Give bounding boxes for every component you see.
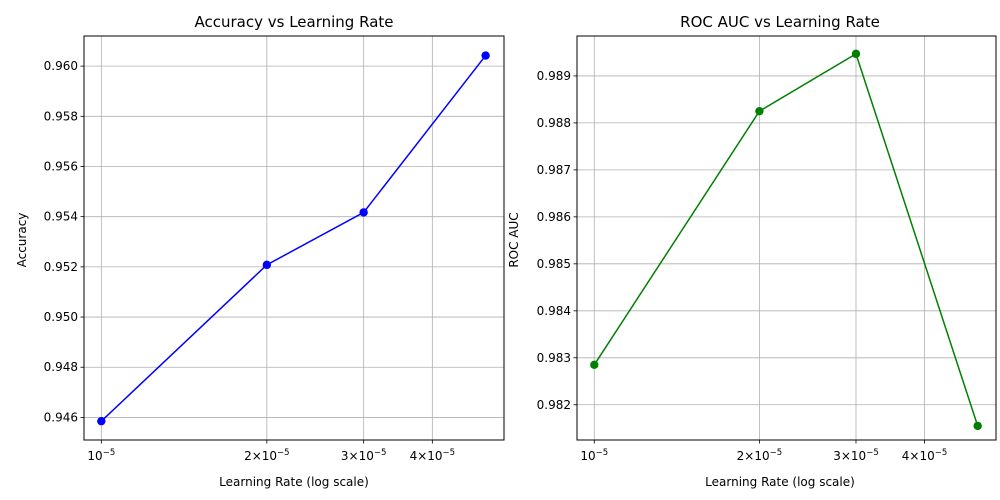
y-tick-label: 0.946 [44,410,78,424]
plot-area [80,36,504,444]
y-tick-label: 0.988 [537,116,571,130]
y-tick-label: 0.950 [44,310,78,324]
y-tick-label: 0.952 [44,260,78,274]
x-tick-label: 2×10−5 [737,448,783,463]
y-tick-label: 0.948 [44,360,78,374]
x-tick-label: 4×10−5 [410,448,456,463]
data-point [262,260,272,270]
y-tick-label: 0.986 [537,210,571,224]
roc-auc-chart: ROC AUC vs Learning Rate Learning Rate (… [507,13,997,489]
x-axis-label: Learning Rate (log scale) [705,475,855,489]
axes-frame [83,35,505,441]
x-tick-label: 10−5 [87,448,115,463]
series-line [593,52,979,427]
chart-title: Accuracy vs Learning Rate [195,13,394,31]
data-point [97,416,106,426]
y-axis-label: ROC AUC [507,212,521,267]
series-line [100,55,487,422]
x-tick-label: 2×10−5 [244,448,290,463]
x-tick-label: 10−5 [580,448,608,463]
y-tick-label: 0.954 [44,210,78,224]
y-tick-label: 0.984 [537,304,571,318]
y-tick-label: 0.960 [44,59,78,73]
data-point [590,360,599,370]
y-tick-label: 0.985 [537,257,571,271]
plot-area [573,36,996,444]
y-tick-label: 0.989 [537,69,571,83]
y-tick-label: 0.983 [537,351,571,365]
y-axis-label: Accuracy [15,213,29,268]
data-point [481,51,490,60]
y-tick-label: 0.987 [537,163,571,177]
x-tick-label: 3×10−5 [341,448,387,463]
x-axis-label: Learning Rate (log scale) [219,475,369,489]
data-point [851,49,861,59]
chart-title: ROC AUC vs Learning Rate [680,13,880,31]
accuracy-chart: Accuracy vs Learning Rate Learning Rate … [15,13,505,489]
axes-frame [576,35,997,441]
x-tick-label: 3×10−5 [833,448,879,463]
y-tick-label: 0.982 [537,398,571,412]
data-point [359,208,368,217]
y-tick-label: 0.958 [44,109,78,123]
y-tick-label: 0.956 [44,159,78,173]
data-point [755,106,764,116]
data-point [973,421,982,431]
x-tick-label: 4×10−5 [902,448,948,463]
